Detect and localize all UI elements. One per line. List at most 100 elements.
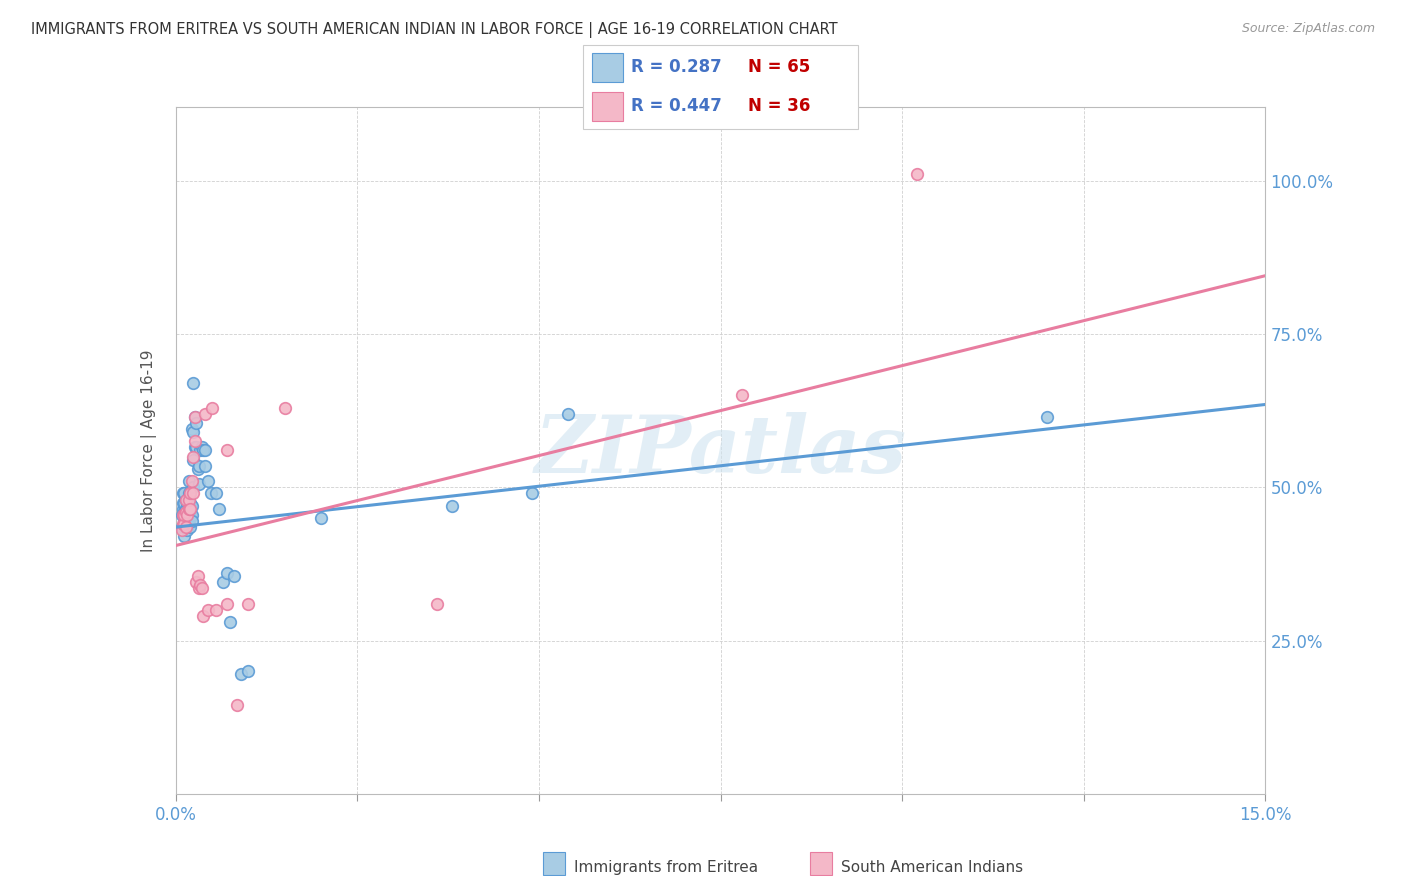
Text: R = 0.447: R = 0.447 (631, 96, 723, 114)
Text: N = 36: N = 36 (748, 96, 810, 114)
Point (184, 416, 207, 430)
Point (208, 501, 231, 516)
Point (905, 168, 928, 182)
Point (181, 376, 204, 390)
Point (174, 505, 197, 519)
Text: Source: ZipAtlas.com: Source: ZipAtlas.com (1241, 22, 1375, 36)
Point (177, 499, 200, 513)
Point (174, 520, 197, 534)
Text: N = 65: N = 65 (748, 59, 810, 77)
Point (309, 511, 332, 525)
Point (174, 492, 197, 507)
Point (181, 450, 204, 464)
Point (179, 520, 201, 534)
Point (179, 486, 201, 500)
Point (174, 492, 197, 507)
Point (174, 520, 197, 534)
Point (173, 529, 195, 543)
Point (190, 578, 212, 592)
Point (179, 495, 201, 509)
FancyBboxPatch shape (583, 45, 858, 129)
Point (181, 480, 204, 494)
Point (184, 441, 207, 455)
Point (231, 667, 253, 681)
Point (197, 474, 219, 488)
Point (174, 501, 197, 516)
Text: R = 0.287: R = 0.287 (631, 59, 723, 77)
Text: Immigrants from Eritrea: Immigrants from Eritrea (574, 860, 758, 874)
Point (215, 597, 238, 611)
Point (174, 514, 197, 528)
Point (191, 441, 214, 455)
Point (194, 407, 217, 421)
FancyBboxPatch shape (592, 92, 623, 120)
Point (180, 514, 202, 528)
Point (173, 486, 195, 500)
Point (194, 458, 217, 473)
Text: South American Indians: South American Indians (841, 860, 1024, 874)
Point (173, 508, 195, 522)
FancyBboxPatch shape (592, 54, 623, 82)
Point (176, 495, 198, 509)
FancyBboxPatch shape (810, 852, 832, 875)
Point (176, 508, 198, 522)
Text: ZIPatlas: ZIPatlas (534, 412, 907, 489)
Point (186, 462, 209, 476)
Point (184, 575, 207, 590)
Point (174, 508, 197, 522)
Point (177, 486, 200, 500)
Point (177, 517, 200, 532)
Point (173, 520, 195, 534)
Point (173, 505, 195, 519)
Point (238, 597, 260, 611)
Point (176, 523, 198, 537)
Point (212, 575, 235, 590)
Point (197, 603, 219, 617)
Point (201, 401, 224, 415)
Point (170, 520, 193, 534)
Point (204, 603, 226, 617)
Point (180, 422, 202, 436)
Point (1036, 409, 1059, 424)
Point (170, 523, 193, 537)
Y-axis label: In Labor Force | Age 16-19: In Labor Force | Age 16-19 (141, 349, 157, 552)
Point (520, 486, 543, 500)
Point (188, 477, 211, 491)
Point (172, 517, 194, 532)
Point (215, 566, 238, 581)
Point (557, 407, 579, 421)
Point (181, 452, 204, 467)
Point (186, 569, 209, 583)
Point (177, 501, 200, 516)
Point (172, 508, 194, 522)
Point (179, 505, 201, 519)
Point (172, 495, 194, 509)
Point (172, 501, 194, 516)
Point (188, 458, 211, 473)
Point (440, 499, 463, 513)
Point (179, 501, 201, 516)
Point (194, 443, 217, 458)
Point (219, 615, 242, 630)
Point (200, 486, 222, 500)
Point (177, 508, 200, 522)
Point (173, 514, 195, 528)
Point (193, 443, 215, 458)
Text: IMMIGRANTS FROM ERITREA VS SOUTH AMERICAN INDIAN IN LABOR FORCE | AGE 16-19 CORR: IMMIGRANTS FROM ERITREA VS SOUTH AMERICA… (31, 22, 838, 38)
Point (193, 609, 215, 624)
Point (183, 434, 205, 449)
Point (226, 698, 249, 712)
FancyBboxPatch shape (543, 852, 565, 875)
Point (274, 401, 297, 415)
Point (183, 409, 205, 424)
Point (172, 486, 194, 500)
Point (204, 486, 226, 500)
Point (180, 474, 202, 488)
Point (177, 474, 200, 488)
Point (222, 569, 245, 583)
Point (215, 443, 238, 458)
Point (238, 664, 260, 679)
Point (179, 486, 201, 500)
Point (183, 409, 205, 424)
Point (183, 441, 205, 455)
